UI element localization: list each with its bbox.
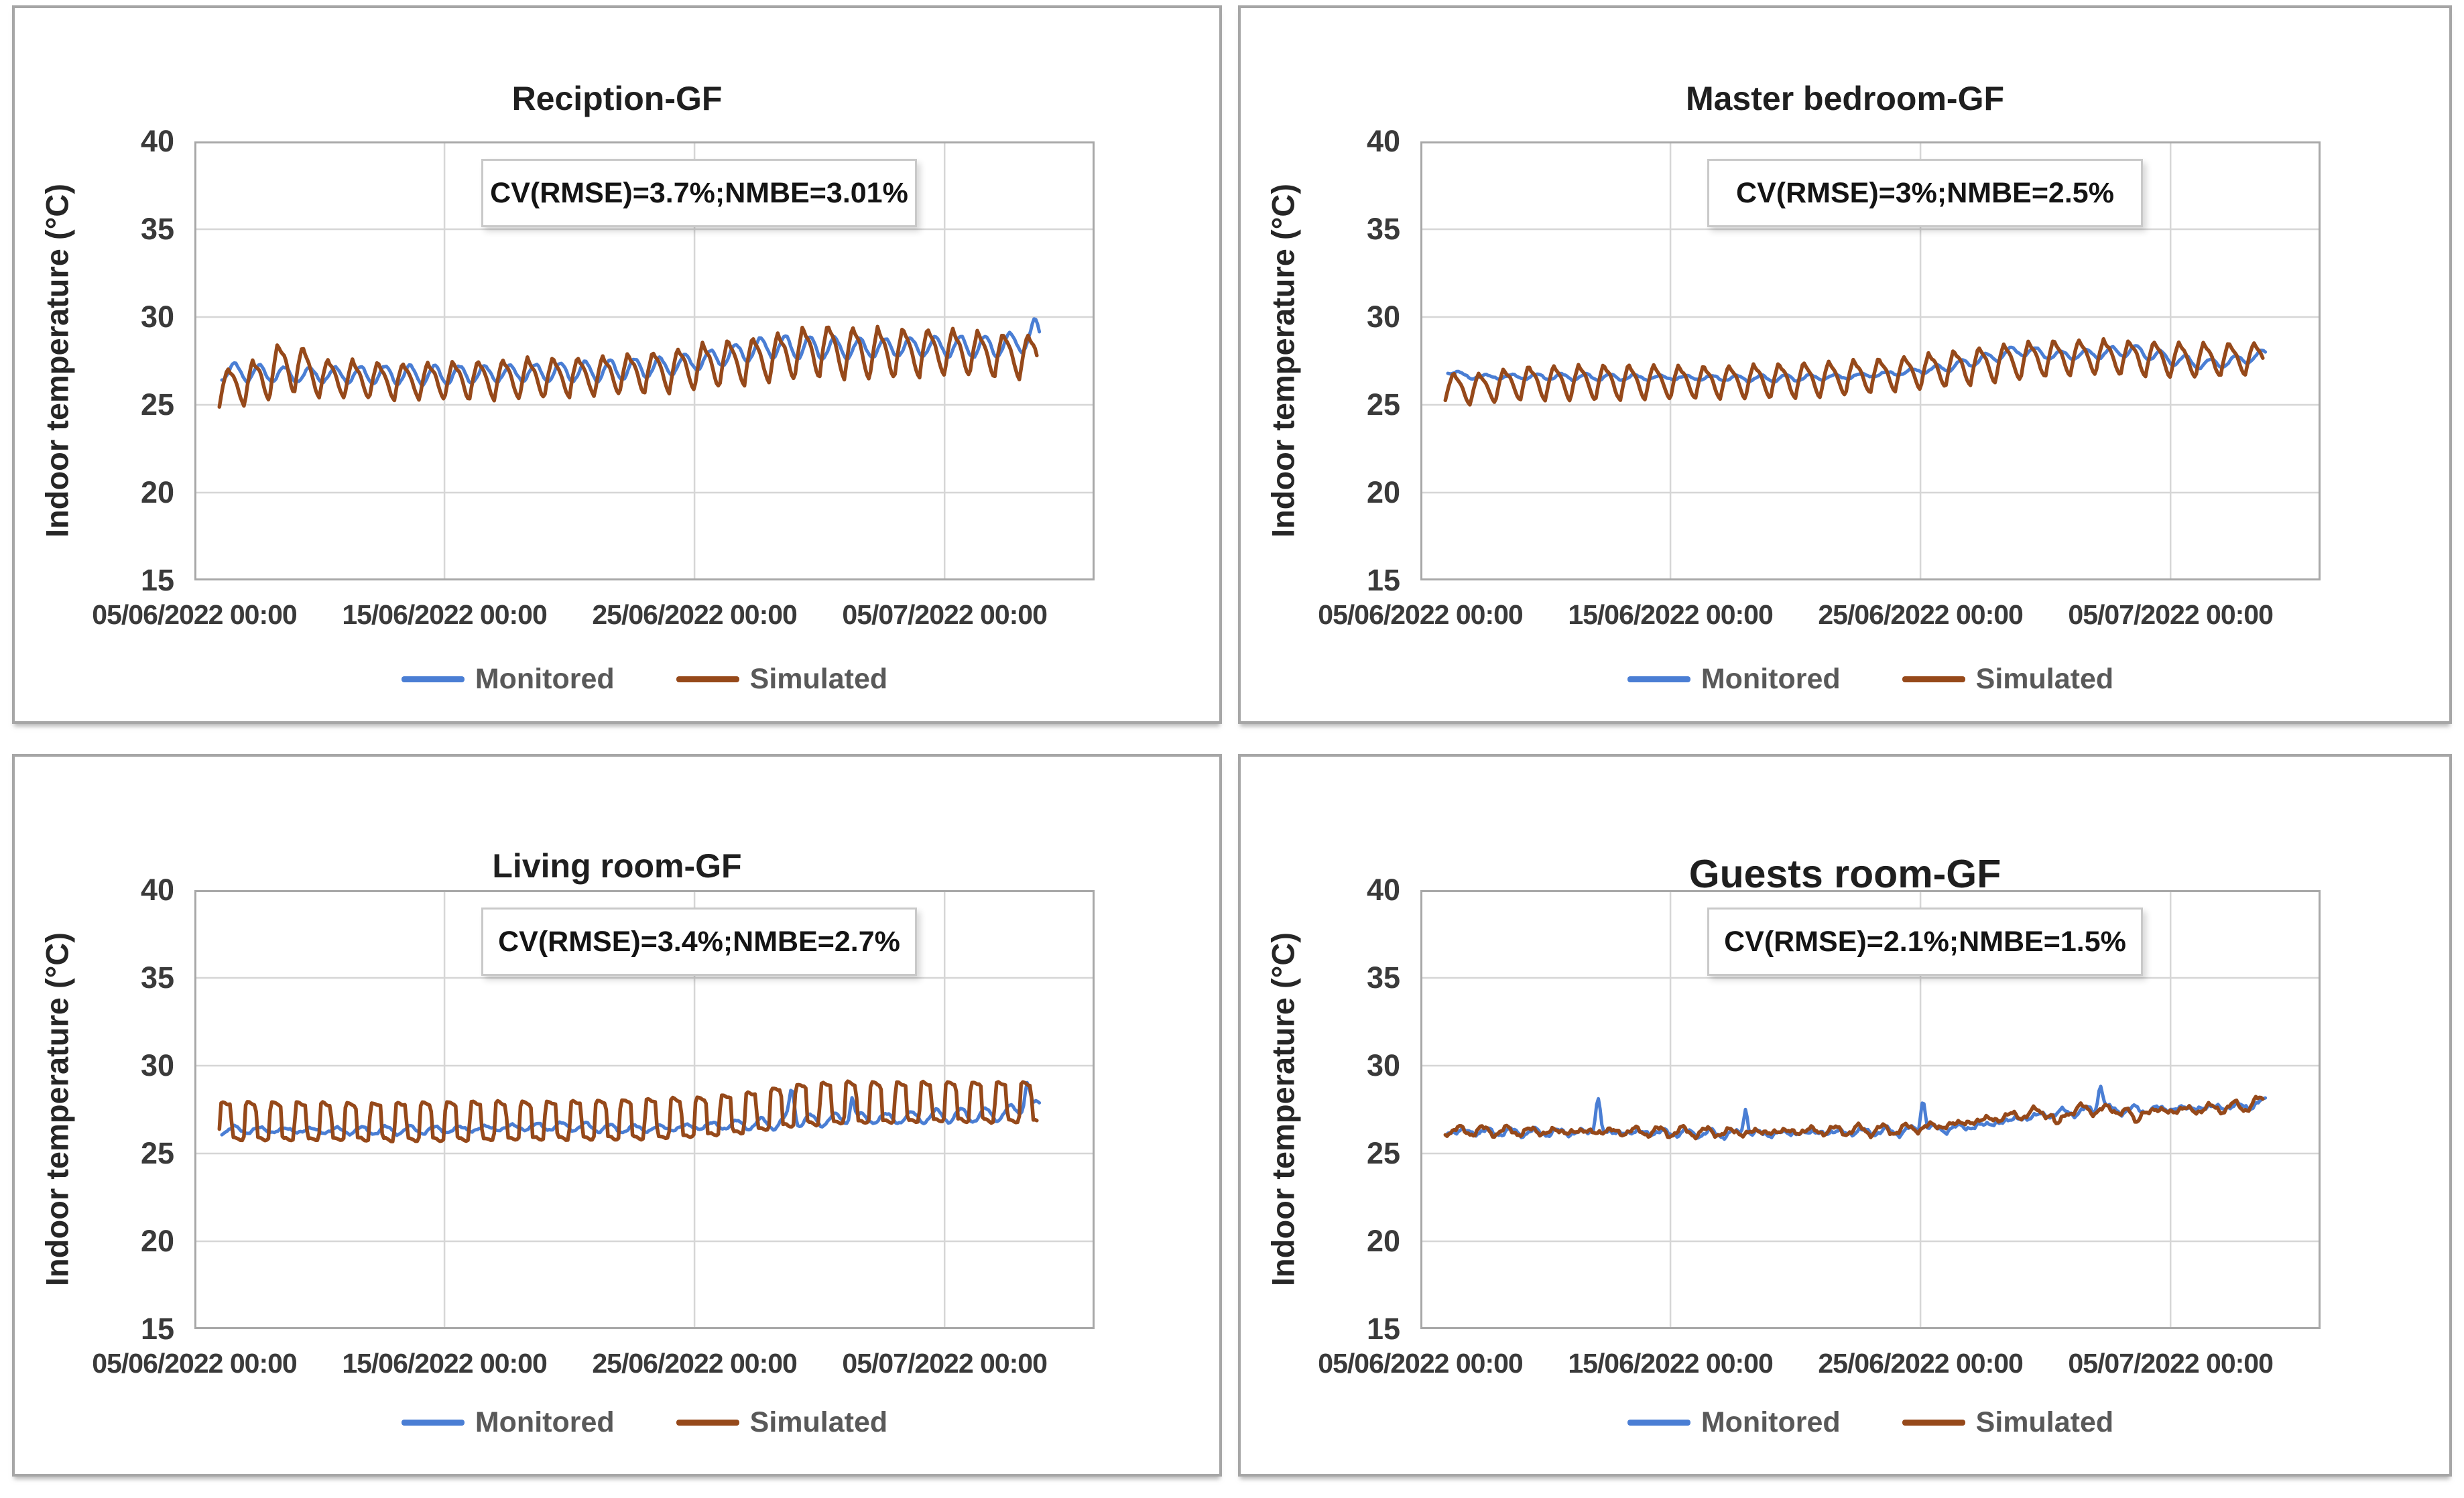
- simulated-line-swatch-icon: [1902, 1420, 1965, 1426]
- y-tick-label: 40: [1366, 124, 1400, 158]
- plot-area: CV(RMSE)=3%;NMBE=2.5%: [1420, 141, 2321, 580]
- simulated-line-swatch-icon: [676, 1420, 739, 1426]
- plot-area: CV(RMSE)=3.7%;NMBE=3.01%: [194, 141, 1095, 580]
- y-tick-label: 15: [1366, 1312, 1400, 1346]
- y-axis-title: Indoor temperature (°C): [1265, 932, 1301, 1287]
- chart-panel-guests-room-gf: Guests room-GF Indoor temperature (°C) C…: [1238, 754, 2452, 1477]
- stats-annotation: CV(RMSE)=3%;NMBE=2.5%: [1707, 159, 2143, 227]
- x-tick-label: 25/06/2022 00:00: [592, 599, 797, 630]
- x-tick-label: 05/07/2022 00:00: [2068, 1348, 2273, 1379]
- simulated-line-swatch-icon: [1902, 676, 1965, 682]
- x-tick-label: 05/07/2022 00:00: [842, 599, 1047, 630]
- legend-label-monitored: Monitored: [475, 663, 615, 695]
- monitored-line-swatch-icon: [1627, 1420, 1690, 1426]
- x-tick-label: 25/06/2022 00:00: [1818, 1348, 2023, 1379]
- y-tick-label: 35: [140, 212, 174, 246]
- chart-panel-master-bedroom-gf: Master bedroom-GF Indoor temperature (°C…: [1238, 5, 2452, 724]
- chart-title: Living room-GF: [492, 847, 742, 885]
- y-tick-label: 15: [140, 563, 174, 597]
- legend-item-simulated: Simulated: [1902, 663, 2114, 696]
- legend: Monitored Simulated: [1420, 663, 2321, 696]
- legend-label-monitored: Monitored: [475, 1406, 615, 1438]
- plot-area: CV(RMSE)=2.1%;NMBE=1.5%: [1420, 890, 2321, 1329]
- chart-title: Master bedroom-GF: [1685, 79, 2005, 117]
- y-tick-label: 25: [140, 1136, 174, 1170]
- y-tick-label: 30: [140, 300, 174, 334]
- y-tick-label: 30: [1366, 1048, 1400, 1082]
- chart-title: Guests room-GF: [1688, 851, 2001, 896]
- stats-annotation: CV(RMSE)=3.4%;NMBE=2.7%: [481, 908, 917, 976]
- x-tick-label: 15/06/2022 00:00: [342, 599, 547, 630]
- y-tick-label: 20: [1366, 1224, 1400, 1258]
- x-tick-label: 05/06/2022 00:00: [92, 599, 297, 630]
- monitored-line-swatch-icon: [1627, 676, 1690, 682]
- y-axis-title: Indoor temperature (°C): [39, 184, 75, 538]
- y-tick-label: 30: [1366, 300, 1400, 334]
- chart-grid: Reciption-GF Indoor temperature (°C) CV(…: [12, 5, 2452, 1477]
- legend-item-monitored: Monitored: [1627, 1406, 1841, 1439]
- simulated-line-swatch-icon: [676, 676, 739, 682]
- x-tick-label: 05/06/2022 00:00: [92, 1348, 297, 1379]
- x-tick-label: 15/06/2022 00:00: [1568, 599, 1773, 630]
- legend-item-simulated: Simulated: [676, 1406, 888, 1439]
- plot-area: CV(RMSE)=3.4%;NMBE=2.7%: [194, 890, 1095, 1329]
- legend-label-simulated: Simulated: [749, 1406, 888, 1438]
- legend-label-simulated: Simulated: [1975, 1406, 2114, 1438]
- x-tick-label: 25/06/2022 00:00: [592, 1348, 797, 1379]
- legend: Monitored Simulated: [194, 1406, 1095, 1439]
- legend-label-monitored: Monitored: [1701, 663, 1841, 695]
- y-axis-title: Indoor temperature (°C): [39, 932, 75, 1287]
- legend-label-simulated: Simulated: [1975, 663, 2114, 695]
- y-tick-label: 40: [140, 124, 174, 158]
- y-tick-label: 20: [140, 475, 174, 509]
- chart-panel-living-room-gf: Living room-GF Indoor temperature (°C) C…: [12, 754, 1222, 1477]
- legend: Monitored Simulated: [194, 663, 1095, 696]
- x-tick-label: 05/06/2022 00:00: [1318, 1348, 1523, 1379]
- y-tick-label: 25: [140, 387, 174, 422]
- y-tick-label: 35: [140, 960, 174, 995]
- monitored-line-swatch-icon: [401, 1420, 465, 1426]
- x-tick-label: 05/07/2022 00:00: [2068, 599, 2273, 630]
- legend-item-simulated: Simulated: [676, 663, 888, 696]
- y-tick-label: 40: [1366, 873, 1400, 907]
- line-chart-svg: [1420, 890, 2321, 1329]
- chart-title: Reciption-GF: [511, 79, 723, 117]
- stats-annotation: CV(RMSE)=3.7%;NMBE=3.01%: [481, 159, 917, 227]
- legend-label-simulated: Simulated: [749, 663, 888, 695]
- x-tick-label: 05/06/2022 00:00: [1318, 599, 1523, 630]
- y-tick-label: 15: [1366, 563, 1400, 597]
- y-axis-title: Indoor temperature (°C): [1265, 184, 1301, 538]
- x-tick-label: 05/07/2022 00:00: [842, 1348, 1047, 1379]
- y-tick-label: 25: [1366, 387, 1400, 422]
- x-tick-label: 15/06/2022 00:00: [342, 1348, 547, 1379]
- y-tick-label: 25: [1366, 1136, 1400, 1170]
- legend-item-monitored: Monitored: [401, 1406, 615, 1439]
- legend: Monitored Simulated: [1420, 1406, 2321, 1439]
- legend-item-monitored: Monitored: [401, 663, 615, 696]
- monitored-line-swatch-icon: [401, 676, 465, 682]
- legend-item-simulated: Simulated: [1902, 1406, 2114, 1439]
- y-tick-label: 20: [1366, 475, 1400, 509]
- stats-annotation: CV(RMSE)=2.1%;NMBE=1.5%: [1707, 908, 2143, 976]
- y-tick-label: 35: [1366, 212, 1400, 246]
- x-tick-label: 25/06/2022 00:00: [1818, 599, 2023, 630]
- line-chart-svg: [194, 890, 1095, 1329]
- legend-item-monitored: Monitored: [1627, 663, 1841, 696]
- y-tick-label: 30: [140, 1048, 174, 1082]
- y-tick-label: 35: [1366, 960, 1400, 995]
- y-tick-label: 20: [140, 1224, 174, 1258]
- y-tick-label: 40: [140, 873, 174, 907]
- chart-panel-reception-gf: Reciption-GF Indoor temperature (°C) CV(…: [12, 5, 1222, 724]
- y-tick-label: 15: [140, 1312, 174, 1346]
- x-tick-label: 15/06/2022 00:00: [1568, 1348, 1773, 1379]
- legend-label-monitored: Monitored: [1701, 1406, 1841, 1438]
